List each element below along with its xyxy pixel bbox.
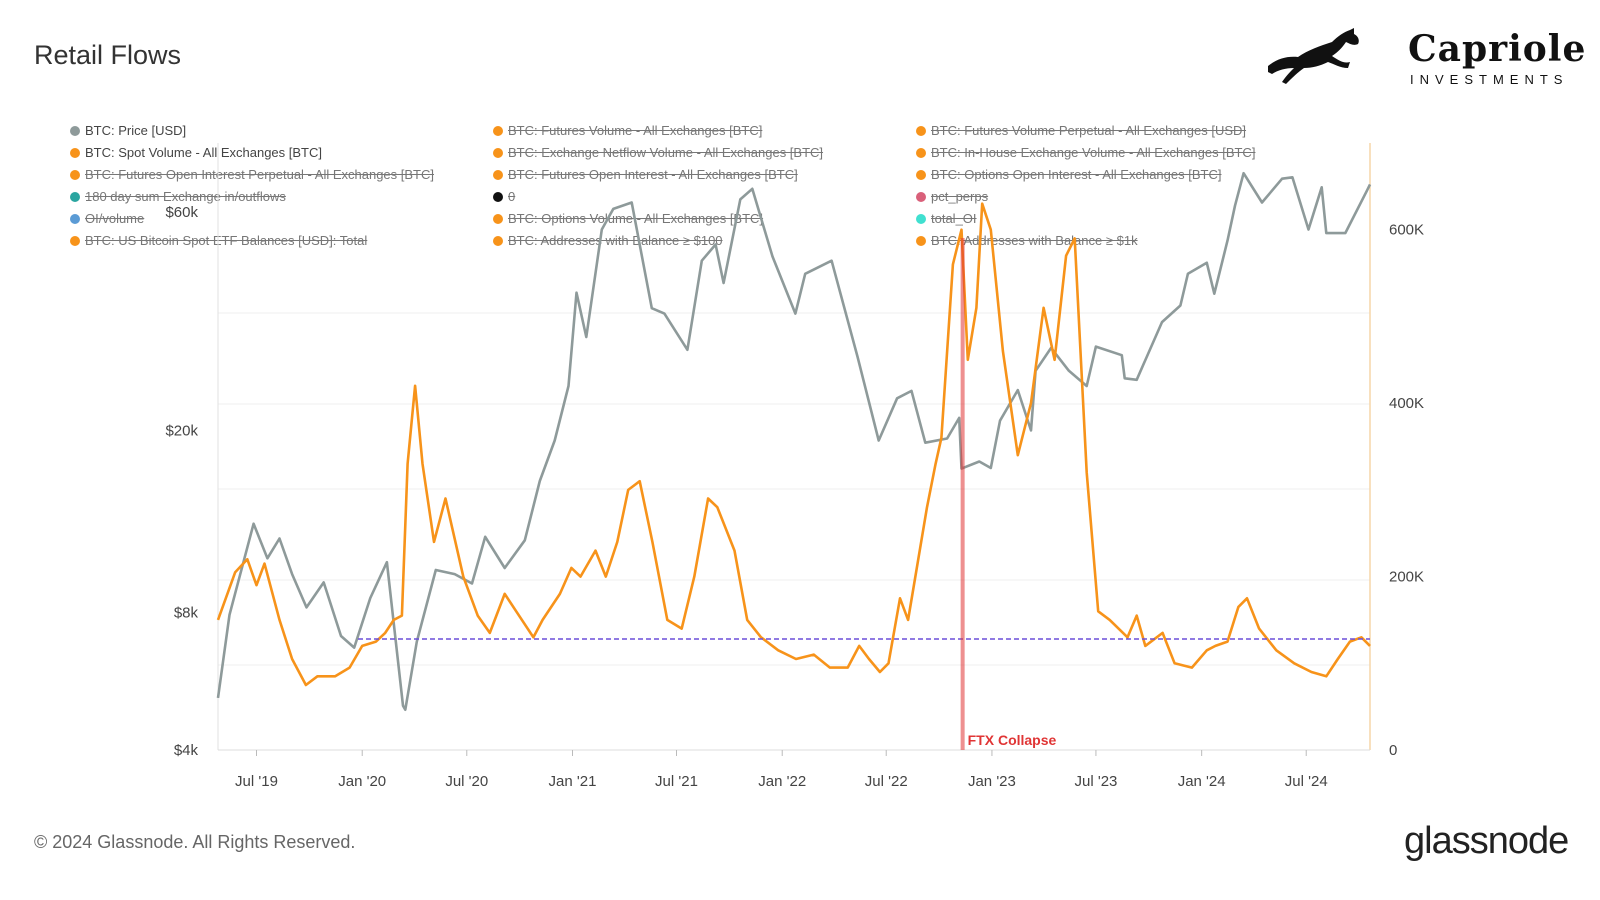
x-tick-label: Jul '23 [1074, 773, 1117, 790]
copyright-text: © 2024 Glassnode. All Rights Reserved. [34, 832, 356, 852]
legend-item[interactable]: BTC: Spot Volume - All Exchanges [BTC] [70, 145, 322, 160]
spot-volume-line [216, 202, 1371, 687]
legend-label: 180 day sum Exchange in/outflows [85, 189, 286, 204]
legend-label: total_OI [931, 211, 977, 226]
x-tick-label: Jul '21 [655, 773, 698, 790]
brand-name: Capriole [1408, 28, 1587, 70]
y-right-tick-label: 600K [1389, 222, 1424, 239]
legend-swatch-icon [70, 170, 80, 180]
legend-item[interactable]: BTC: Price [USD] [70, 123, 186, 138]
legend-swatch-icon [916, 148, 926, 158]
x-tick-label: Jul '24 [1285, 773, 1328, 790]
legend-item[interactable]: 0 [493, 189, 515, 204]
legend-swatch-icon [916, 236, 926, 246]
x-tick-label: Jul '22 [865, 773, 908, 790]
legend-label: BTC: Addresses with Balance ≥ $100 [508, 233, 723, 248]
legend-label: BTC: Spot Volume - All Exchanges [BTC] [85, 145, 322, 160]
legend-item[interactable]: 180 day sum Exchange in/outflows [70, 189, 286, 204]
legend-swatch-icon [493, 170, 503, 180]
legend-swatch-icon [493, 148, 503, 158]
x-tick-label: Jul '20 [445, 773, 488, 790]
x-tick-label: Jan '21 [549, 773, 597, 790]
legend-label: BTC: Futures Volume Perpetual - All Exch… [931, 123, 1247, 138]
legend-label: BTC: Futures Open Interest Perpetual - A… [85, 167, 434, 182]
legend-item[interactable]: pct_perps [916, 189, 988, 204]
legend-label: BTC: Addresses with Balance ≥ $1k [931, 233, 1138, 248]
legend-item[interactable]: BTC: In-House Exchange Volume - All Exch… [916, 145, 1255, 160]
x-tick-label: Jan '24 [1178, 773, 1226, 790]
horse-icon [1268, 28, 1359, 84]
legend-label: BTC: Exchange Netflow Volume - All Excha… [508, 145, 824, 160]
legend-item[interactable]: BTC: Exchange Netflow Volume - All Excha… [493, 145, 823, 160]
y-left-tick-label: $60k [165, 204, 198, 221]
legend-item[interactable]: BTC: US Bitcoin Spot ETF Balances [USD]:… [70, 233, 367, 248]
y-right-tick-label: 400K [1389, 395, 1424, 412]
chart-title: Retail Flows [34, 40, 182, 70]
legend-label: BTC: In-House Exchange Volume - All Exch… [931, 145, 1256, 160]
legend-item[interactable]: BTC: Addresses with Balance ≥ $100 [493, 233, 723, 248]
x-tick-label: Jan '23 [968, 773, 1016, 790]
y-left-tick-label: $20k [165, 422, 198, 439]
legend-swatch-icon [916, 126, 926, 136]
y-right-tick-label: 200K [1389, 569, 1424, 586]
legend-swatch-icon [493, 236, 503, 246]
legend-item[interactable]: BTC: Addresses with Balance ≥ $1k [916, 233, 1138, 248]
legend-item[interactable]: BTC: Futures Volume Perpetual - All Exch… [916, 123, 1246, 138]
legend-swatch-icon [70, 214, 80, 224]
legend-swatch-icon [70, 236, 80, 246]
ftx-collapse-label: FTX Collapse [968, 732, 1057, 748]
legend-item[interactable]: BTC: Futures Volume - All Exchanges [BTC… [493, 123, 762, 138]
legend-swatch-icon [493, 214, 503, 224]
ftx-collapse-marker [960, 238, 965, 750]
legend-swatch-icon [916, 170, 926, 180]
y-left-tick-label: $4k [174, 742, 199, 759]
legend-label: OI/volume [85, 211, 145, 226]
legend-label: BTC: Options Open Interest - All Exchang… [931, 167, 1222, 182]
chart-legend: BTC: Price [USD] BTC: Futures Volume - Al… [70, 123, 1370, 263]
legend-label: pct_perps [931, 189, 989, 204]
x-tick-label: Jan '22 [758, 773, 806, 790]
glassnode-logo: glassnode [1404, 820, 1569, 862]
legend-label: 0 [508, 189, 516, 204]
legend-item[interactable]: OI/volume [70, 211, 144, 226]
legend-swatch-icon [493, 192, 503, 202]
y-left-tick-label: $8k [174, 604, 199, 621]
legend-swatch-icon [916, 192, 926, 202]
legend-swatch-icon [70, 126, 80, 136]
legend-swatch-icon [70, 148, 80, 158]
brand-subtitle: INVESTMENTS [1410, 72, 1569, 87]
legend-item[interactable]: BTC: Futures Open Interest - All Exchang… [493, 167, 798, 182]
legend-swatch-icon [916, 214, 926, 224]
x-tick-label: Jan '20 [338, 773, 386, 790]
legend-label: BTC: US Bitcoin Spot ETF Balances [USD]:… [85, 233, 368, 248]
x-tick-label: Jul '19 [235, 773, 278, 790]
price-line [216, 171, 1372, 711]
legend-label: BTC: Futures Volume - All Exchanges [BTC… [508, 123, 763, 138]
legend-swatch-icon [70, 192, 80, 202]
legend-label: BTC: Futures Open Interest - All Exchang… [508, 167, 798, 182]
legend-item[interactable]: BTC: Options Open Interest - All Exchang… [916, 167, 1221, 182]
brand-logo: Capriole INVESTMENTS [1268, 28, 1585, 92]
legend-swatch-icon [493, 126, 503, 136]
legend-item[interactable]: BTC: Futures Open Interest Perpetual - A… [70, 167, 434, 182]
legend-item[interactable]: total_OI [916, 211, 977, 226]
legend-label: BTC: Price [USD] [85, 123, 187, 138]
y-right-tick-label: 0 [1389, 742, 1397, 759]
